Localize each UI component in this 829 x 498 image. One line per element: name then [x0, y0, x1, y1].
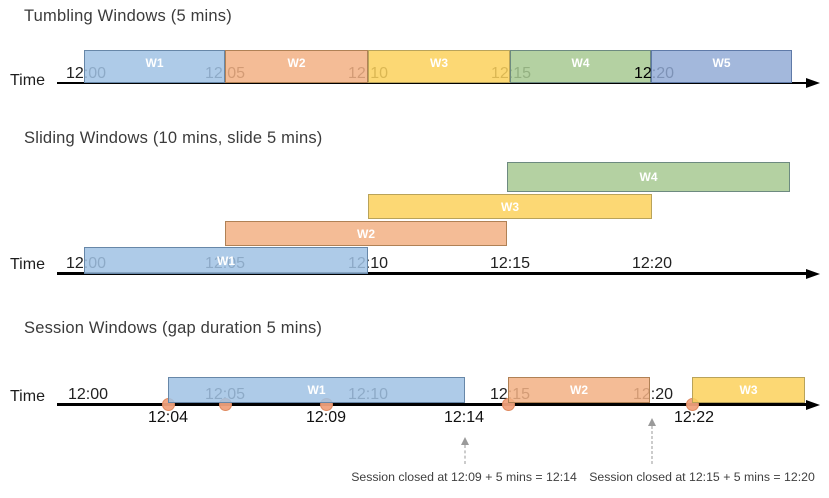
axis-line	[57, 82, 806, 84]
tumbling-window-bar-w3	[368, 50, 510, 83]
sliding-window-bar-w2	[225, 221, 507, 246]
window-bar-label: W3	[739, 383, 758, 397]
event-time-label: 12:04	[147, 409, 189, 426]
closure-arrow-line	[464, 445, 466, 464]
time-axis-label: Time	[10, 72, 45, 89]
session-window-bar-w3	[692, 377, 805, 403]
window-bar-label: W5	[712, 56, 731, 70]
axis-line	[57, 403, 806, 406]
section-title-sliding: Sliding Windows (10 mins, slide 5 mins)	[24, 129, 323, 147]
event-time-label: 12:14	[443, 409, 485, 426]
tumbling-window-bar-w2	[225, 50, 368, 83]
session-closed-annotation: Session closed at 12:15 + 5 mins = 12:20	[589, 470, 815, 484]
window-bar-label: W2	[357, 226, 375, 241]
event-time-label: 12:09	[305, 409, 347, 426]
closure-arrow-icon	[461, 437, 469, 445]
axis-arrow-icon	[806, 268, 820, 279]
window-bar-label: W4	[639, 170, 658, 184]
window-bar-label: W1	[217, 253, 235, 268]
sliding-window-bar-w3	[368, 194, 652, 219]
window-bar-label: W3	[501, 199, 519, 214]
axis-arrow-icon	[806, 399, 820, 410]
time-axis-label: Time	[10, 256, 45, 273]
window-bar-label: W2	[570, 383, 588, 397]
tumbling-window-bar-w5	[651, 50, 792, 83]
window-bar-label: W3	[430, 56, 448, 70]
session-window-bar-w1	[168, 377, 465, 403]
window-bar-label: W1	[307, 383, 326, 397]
section-title-session: Session Windows (gap duration 5 mins)	[24, 319, 323, 337]
closure-arrow-line	[651, 426, 653, 464]
window-bar-label: W1	[145, 56, 164, 70]
sliding-window-bar-w1	[84, 247, 368, 274]
window-bar-label: W2	[287, 56, 306, 70]
tick-label: 12:15	[489, 255, 531, 272]
session-window-bar-w2	[508, 377, 650, 403]
section-title-tumbling: Tumbling Windows (5 mins)	[24, 7, 232, 25]
tick-label: 12:20	[631, 255, 673, 272]
closure-arrow-icon	[648, 418, 656, 426]
event-time-label: 12:22	[673, 409, 715, 426]
window-bar-label: W4	[571, 56, 590, 70]
session-closed-annotation: Session closed at 12:09 + 5 mins = 12:14	[351, 470, 577, 484]
tumbling-window-bar-w1	[84, 50, 225, 83]
sliding-window-bar-w4	[507, 162, 790, 192]
axis-arrow-icon	[806, 78, 820, 88]
tumbling-window-bar-w4	[510, 50, 651, 83]
tick-label: 12:00	[67, 386, 109, 403]
time-axis-label: Time	[10, 388, 45, 405]
axis-line	[57, 272, 806, 275]
